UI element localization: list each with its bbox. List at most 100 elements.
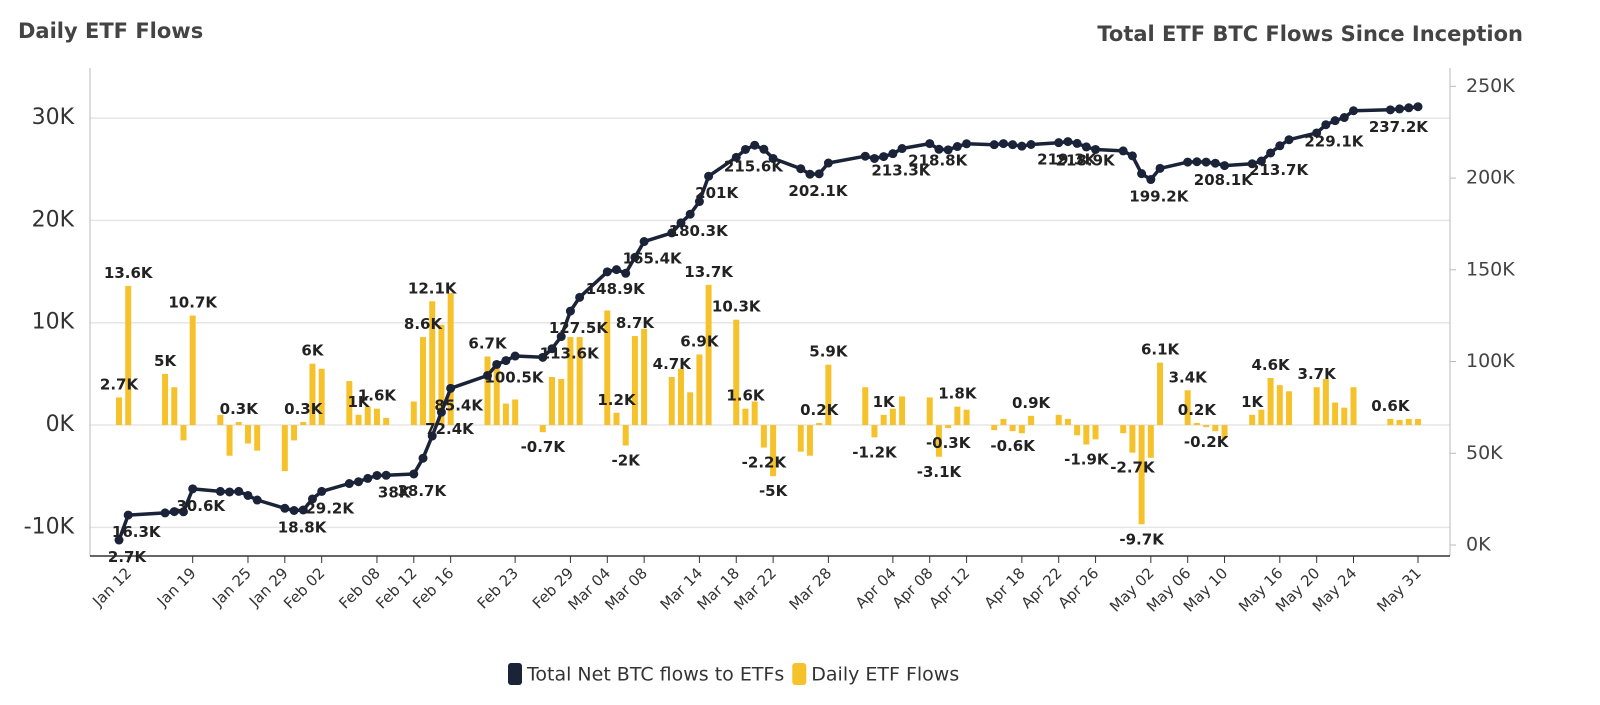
bar xyxy=(355,414,362,426)
bar xyxy=(373,408,380,426)
bar-value-label: 6.1K xyxy=(1141,341,1181,359)
bar-value-label: 13.6K xyxy=(104,264,154,282)
line-point xyxy=(160,508,170,518)
line-point xyxy=(1054,138,1064,148)
bar xyxy=(1267,377,1274,426)
bar-value-label: 5.9K xyxy=(809,343,849,361)
bar-value-label: 3.4K xyxy=(1169,368,1209,386)
bar xyxy=(558,379,565,426)
bar xyxy=(318,368,325,426)
bar xyxy=(770,425,777,477)
chart-title: Daily ETF Flows xyxy=(18,19,203,43)
line-point xyxy=(1155,163,1165,173)
x-tick-label: Apr 18 xyxy=(981,564,1029,612)
line-point xyxy=(1404,103,1414,113)
line-point xyxy=(409,469,419,479)
line-point xyxy=(1395,104,1405,114)
bar xyxy=(364,406,371,426)
line-point xyxy=(483,370,493,380)
line-point xyxy=(943,145,953,155)
bar-value-label: 3.7K xyxy=(1298,365,1338,383)
line-point xyxy=(215,486,225,496)
line-point xyxy=(446,383,456,393)
bar xyxy=(613,412,620,426)
line-point xyxy=(510,351,520,361)
x-tick-label: Apr 22 xyxy=(1018,564,1066,612)
y2-tick-label: 150K xyxy=(1466,258,1515,280)
line-point xyxy=(363,473,373,483)
bar xyxy=(760,425,767,448)
bar-value-label: 4.7K xyxy=(653,355,693,373)
bar xyxy=(641,328,648,426)
line-point xyxy=(888,149,898,159)
bar-value-label: 10.7K xyxy=(168,294,218,312)
bar xyxy=(751,401,758,426)
bar xyxy=(484,356,491,426)
bar-value-label: -0.3K xyxy=(926,434,972,452)
line-point xyxy=(814,169,824,179)
legend: Total Net BTC flows to ETFs Daily ETF Flo… xyxy=(508,663,959,686)
bar xyxy=(1184,390,1191,426)
bar-value-label: 1.2K xyxy=(597,391,637,409)
line-point xyxy=(354,477,364,487)
bar xyxy=(1028,415,1035,426)
bar-value-label: 12.1K xyxy=(408,279,458,297)
line-point xyxy=(759,144,769,154)
bar xyxy=(696,354,703,426)
line-point xyxy=(178,507,188,517)
y2-tick-label: 250K xyxy=(1466,75,1515,97)
line-point xyxy=(501,356,511,366)
bar xyxy=(171,387,178,426)
line-point xyxy=(925,139,935,149)
y2-tick-label: 200K xyxy=(1466,167,1515,189)
line-point xyxy=(1183,157,1193,167)
line-value-label: 30.6K xyxy=(176,497,226,515)
line-value-label: 218.9K xyxy=(1056,151,1116,169)
line-point xyxy=(114,535,124,545)
line-point xyxy=(1413,102,1423,112)
bar-value-label: 0.2K xyxy=(800,401,840,419)
line-point xyxy=(344,479,354,489)
bar xyxy=(687,392,694,426)
bar xyxy=(1341,407,1348,426)
bar xyxy=(1276,385,1283,426)
line-point xyxy=(436,407,446,417)
x-tick-label: Apr 08 xyxy=(889,564,937,612)
bar-value-label: 2.7K xyxy=(100,375,140,393)
line-point xyxy=(1127,151,1137,161)
bar xyxy=(797,425,804,452)
bar xyxy=(1332,402,1339,426)
bar xyxy=(880,414,887,426)
bar xyxy=(429,301,436,426)
line-point xyxy=(492,359,502,369)
line-point xyxy=(611,265,621,275)
line-point xyxy=(1192,157,1202,167)
line-value-label: 38K xyxy=(378,483,412,501)
line-point xyxy=(639,237,649,247)
line-point xyxy=(1072,138,1082,148)
y2-tick-label: 100K xyxy=(1466,350,1515,372)
bar-value-label: 6.7K xyxy=(468,335,508,353)
line-point xyxy=(1118,146,1128,156)
bar-value-label: 13.7K xyxy=(684,263,734,281)
line-point xyxy=(934,144,944,154)
line-point xyxy=(1330,116,1340,126)
bar-value-label: 8.6K xyxy=(404,315,444,333)
line-point xyxy=(667,228,677,238)
line-point xyxy=(740,144,750,154)
bar-value-label: 4.6K xyxy=(1251,356,1291,374)
bar xyxy=(604,310,611,426)
bar xyxy=(871,425,878,438)
bar-value-label: 1.6K xyxy=(358,387,398,405)
bar xyxy=(162,373,169,426)
bar-value-label: 1K xyxy=(1241,393,1264,411)
line-point xyxy=(280,503,290,513)
line-value-label: 208.1K xyxy=(1194,171,1254,189)
bar-value-label: 0.6K xyxy=(1371,397,1411,415)
x-tick-label: Jan 25 xyxy=(208,564,255,611)
line-point xyxy=(1081,142,1091,152)
bar xyxy=(677,368,684,426)
line-point xyxy=(1137,169,1147,179)
bar xyxy=(576,337,583,426)
bar xyxy=(438,324,445,426)
